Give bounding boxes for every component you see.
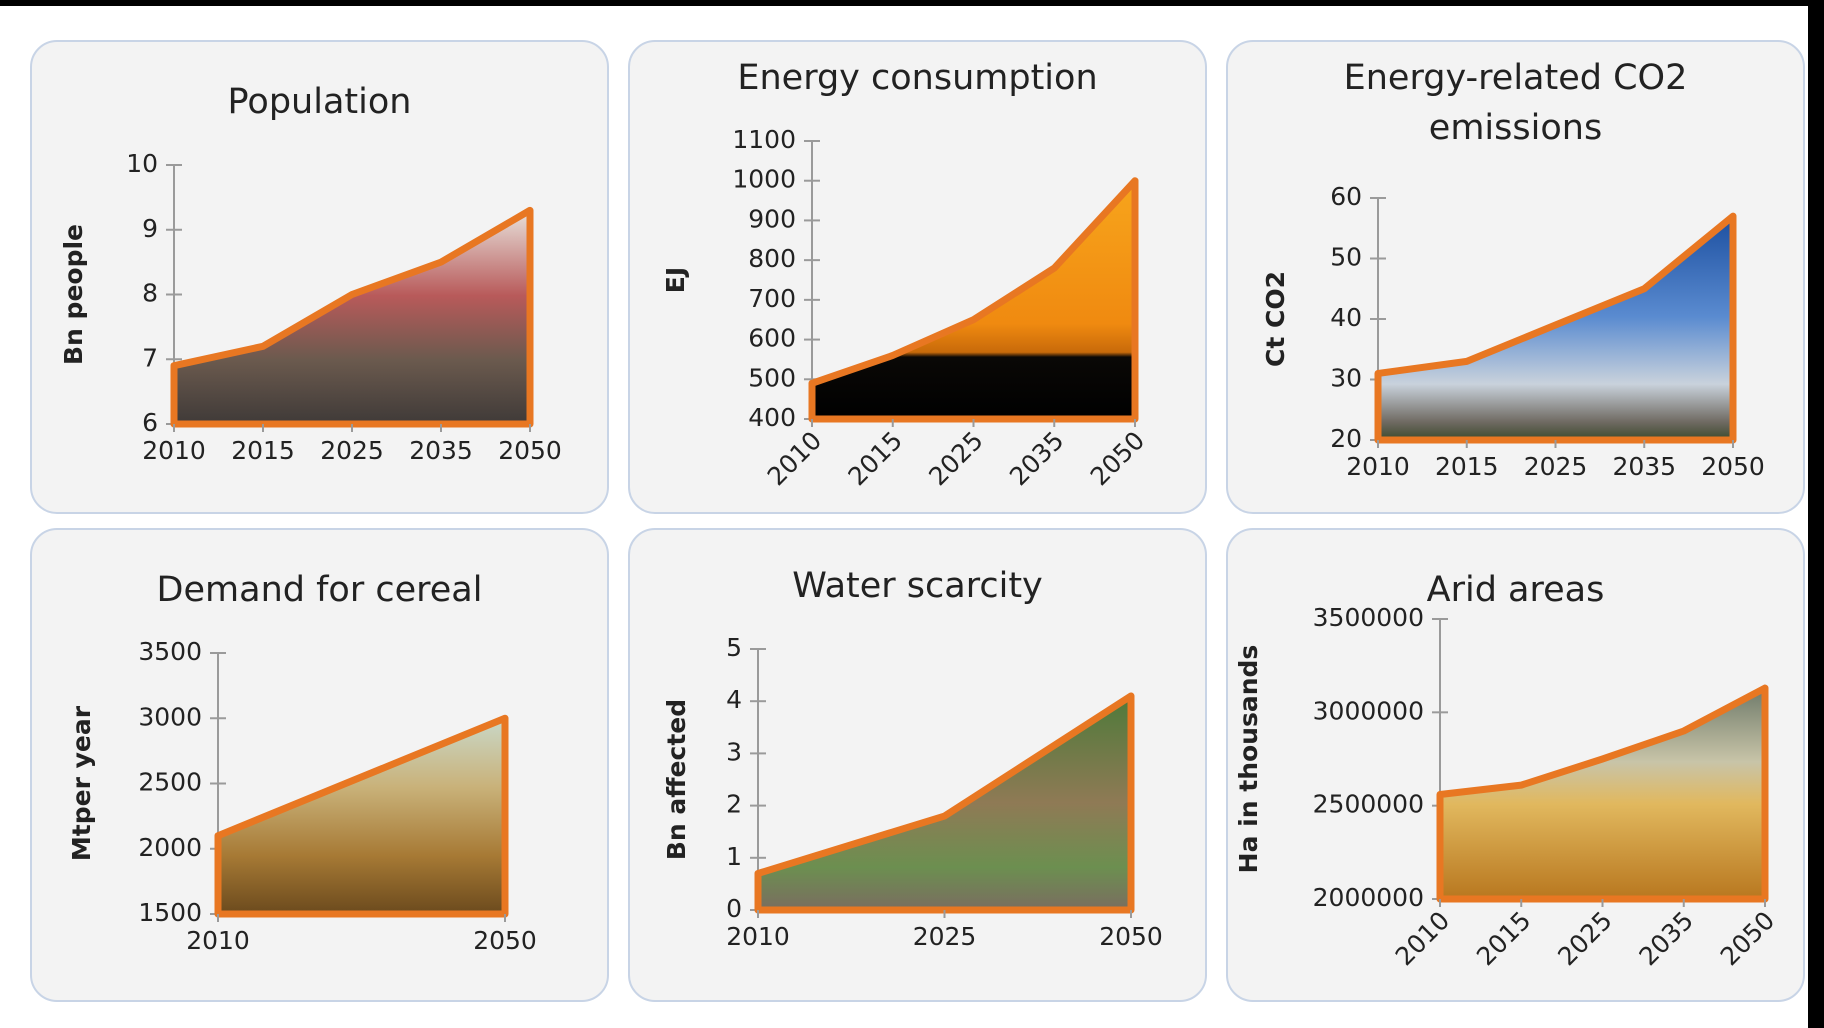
y-tick-label: 400 xyxy=(748,403,796,432)
y-tick-label: 10 xyxy=(126,149,158,178)
x-tick-label: 2010 xyxy=(726,922,790,951)
y-tick-label: 50 xyxy=(1330,243,1362,272)
y-tick-label: 60 xyxy=(1330,182,1362,211)
x-tick-label: 2015 xyxy=(231,436,295,465)
chart-panel: Arid areas Ha in thousands 2000000 2500000 3… xyxy=(1226,528,1805,1002)
x-tick-label: 2035 xyxy=(1612,452,1676,481)
y-tick-label: 5 xyxy=(726,633,742,662)
y-tick-label: 2000000 xyxy=(1313,883,1424,912)
chart-panel: Demand for cereal Mtper year 1500 2000 2500 3… xyxy=(30,528,609,1002)
y-tick-label: 0 xyxy=(726,894,742,923)
area xyxy=(1436,684,1769,903)
title-box: Arid areas xyxy=(1426,570,1605,610)
y-tick-label: 500 xyxy=(748,363,796,392)
area xyxy=(170,206,534,428)
y-axis-label: EJ xyxy=(661,267,690,293)
chart-title: Energy consumption xyxy=(737,58,1098,98)
y-axis-label: Bn affected xyxy=(662,699,691,860)
y-tick-label: 600 xyxy=(748,324,796,353)
title-box: Demand for cereal xyxy=(156,570,483,610)
title-box: Water scarcity xyxy=(792,566,1043,606)
y-tick-label: 2000 xyxy=(138,833,202,862)
y-tick-label: 800 xyxy=(748,244,796,273)
y-tick-label: 3000 xyxy=(138,702,202,731)
x-tick-label: 2035 xyxy=(409,436,473,465)
x-tick-label: 2050 xyxy=(498,436,562,465)
y-tick-label: 1 xyxy=(726,842,742,871)
chart-title: Water scarcity xyxy=(792,566,1043,606)
y-tick-label: 2500 xyxy=(138,768,202,797)
chart-title: Demand for cereal xyxy=(156,570,483,610)
x-tick-label: 2050 xyxy=(1701,452,1765,481)
area xyxy=(754,692,1135,914)
y-tick-label: 3500 xyxy=(138,637,202,666)
title-box: Energy-related CO2 emissions xyxy=(1343,58,1688,148)
area xyxy=(808,177,1139,423)
x-tick-label: 2050 xyxy=(473,926,537,955)
y-axis-label: Bn people xyxy=(59,224,88,365)
title-box: Energy consumption xyxy=(737,58,1098,98)
x-tick-label: 2010 xyxy=(186,926,250,955)
x-tick-label: 2010 xyxy=(142,436,206,465)
x-tick-label: 2015 xyxy=(1435,452,1499,481)
y-tick-label: 4 xyxy=(726,685,742,714)
y-tick-label: 700 xyxy=(748,284,796,313)
y-axis-label: Ha in thousands xyxy=(1234,645,1263,874)
y-tick-label: 1500 xyxy=(138,898,202,927)
chart-panel: Water scarcity Bn affected 0 1 2 3 4 5 2010 2025 2… xyxy=(628,528,1207,1002)
y-tick-label: 1100 xyxy=(732,125,796,154)
y-tick-label: 1000 xyxy=(732,165,796,194)
y-axis-label: Ct CO2 xyxy=(1261,271,1290,367)
y-tick-label: 3500000 xyxy=(1313,603,1424,632)
y-tick-label: 20 xyxy=(1330,424,1362,453)
y-tick-label: 9 xyxy=(142,214,158,243)
y-axis-label: Mtper year xyxy=(67,705,96,861)
right-edge xyxy=(1808,0,1824,1028)
y-tick-label: 40 xyxy=(1330,303,1362,332)
y-tick-label: 6 xyxy=(142,408,158,437)
chart-panel: Energy consumption EJ 400 500 600 700 800 900 10… xyxy=(628,40,1207,514)
x-tick-label: 2025 xyxy=(1524,452,1588,481)
chart-title: Arid areas xyxy=(1426,570,1605,610)
y-tick-label: 900 xyxy=(748,204,796,233)
y-tick-label: 3 xyxy=(726,737,742,766)
y-tick-label: 8 xyxy=(142,279,158,308)
chart-title: Population xyxy=(227,82,412,122)
area xyxy=(1374,212,1737,444)
y-tick-label: 2 xyxy=(726,790,742,819)
chart-panel: Population Bn people 6 7 8 9 10 2010 2015 2025 203… xyxy=(30,40,609,514)
top-edge xyxy=(0,0,1824,6)
x-tick-label: 2010 xyxy=(1346,452,1410,481)
chart-panel: Energy-related CO2 emissions Ct CO2 20 30 40… xyxy=(1226,40,1805,514)
title-box: Population xyxy=(227,82,412,122)
y-tick-label: 30 xyxy=(1330,364,1362,393)
y-tick-label: 7 xyxy=(142,343,158,372)
chart-title: Energy-related CO2 emissions xyxy=(1343,58,1688,148)
x-tick-label: 2025 xyxy=(913,922,977,951)
x-tick-label: 2025 xyxy=(320,436,384,465)
y-tick-label: 2500000 xyxy=(1313,790,1424,819)
x-tick-label: 2050 xyxy=(1099,922,1163,951)
y-tick-label: 3000000 xyxy=(1313,696,1424,725)
